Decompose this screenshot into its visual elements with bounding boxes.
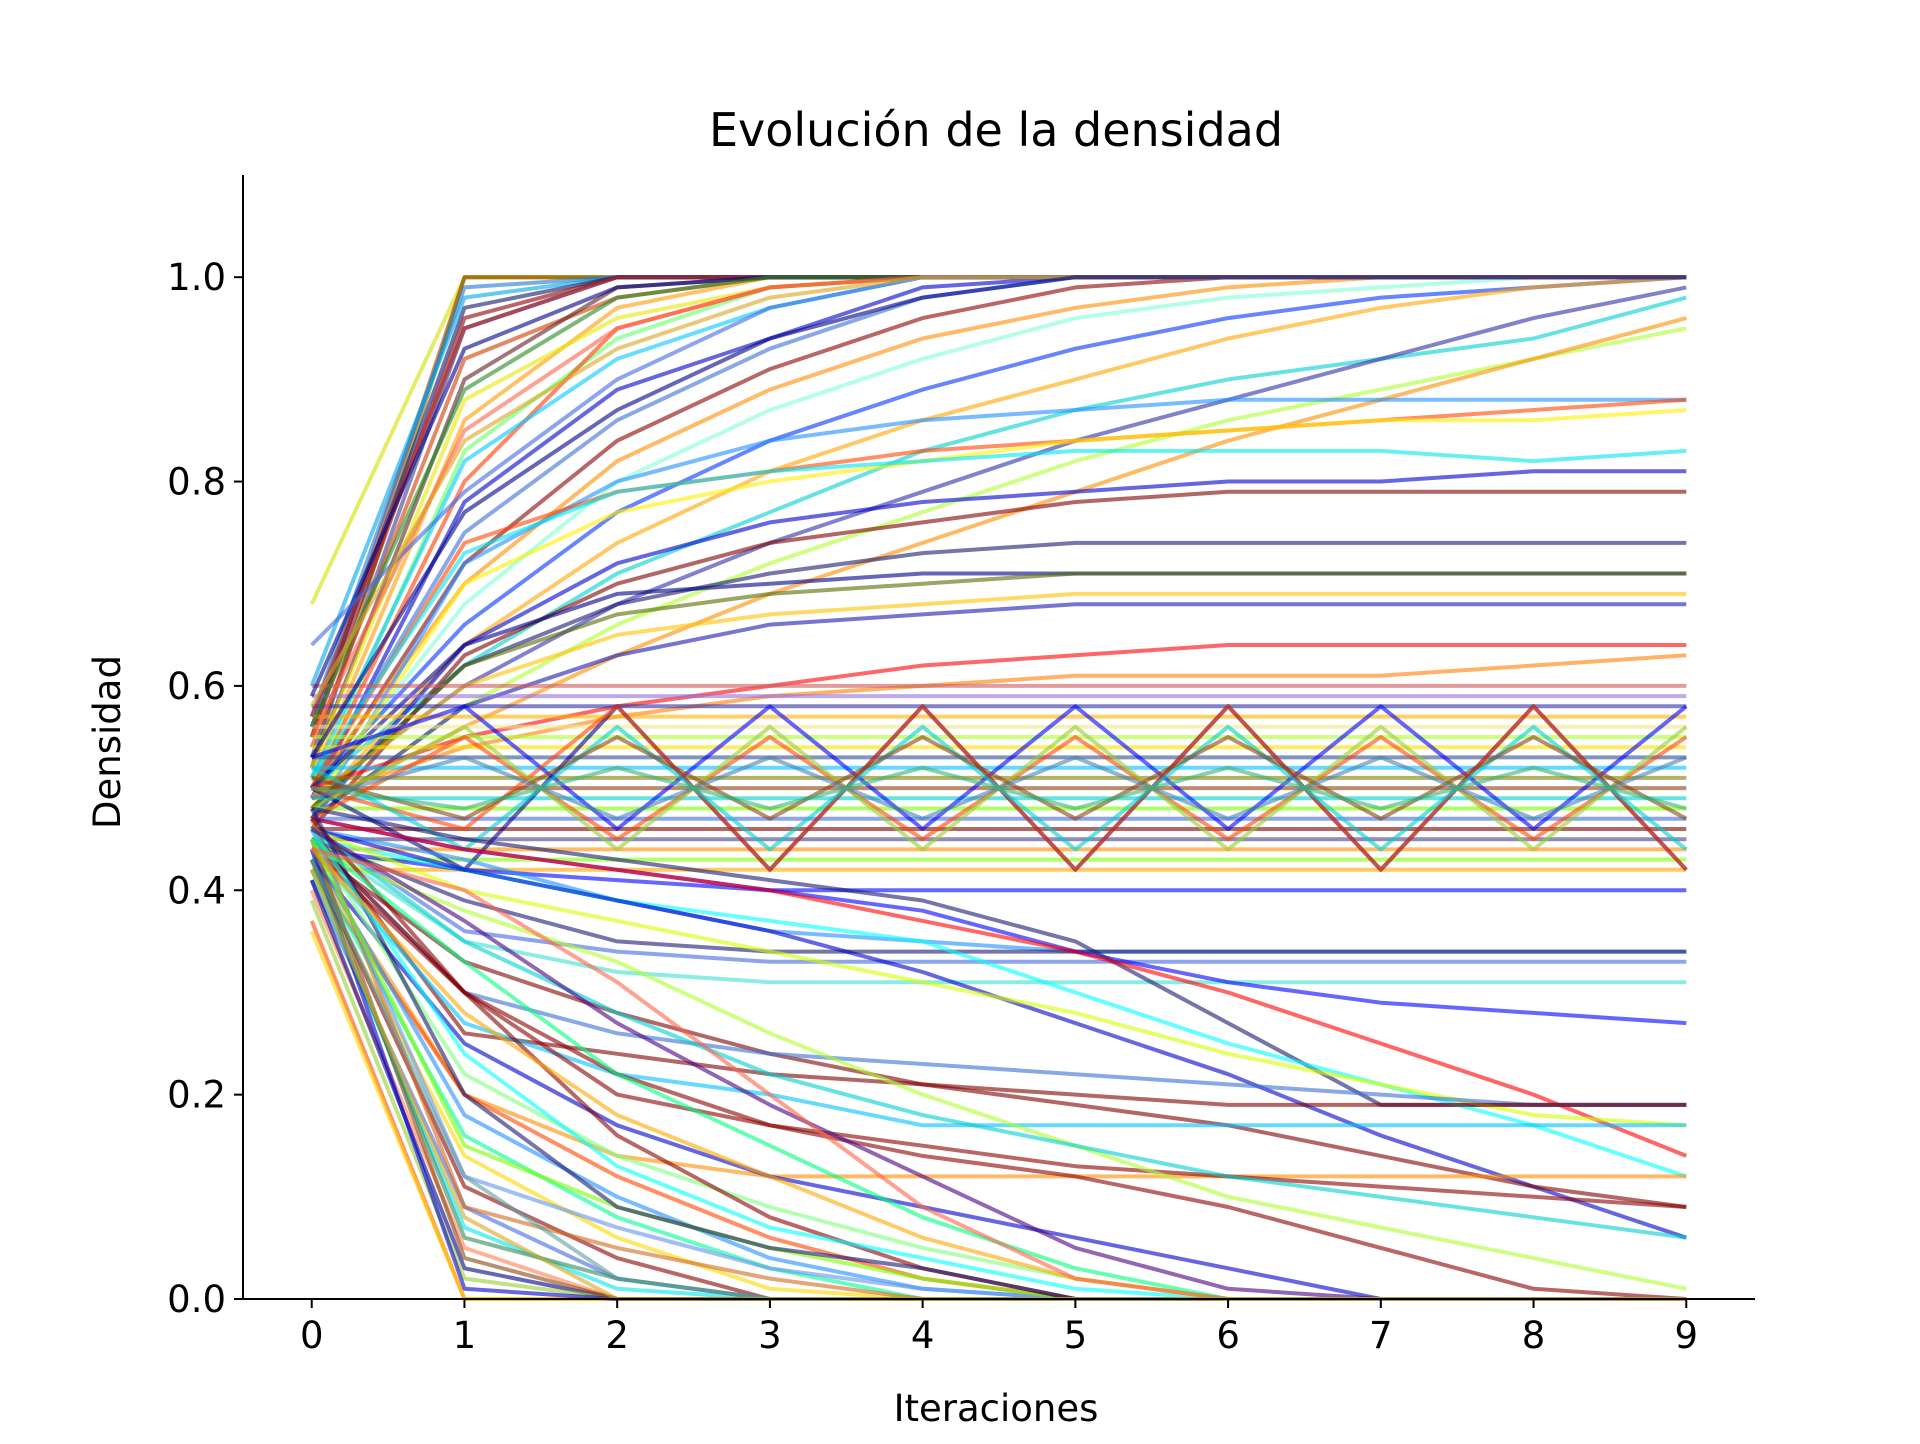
series-line-78 <box>310 847 1687 1209</box>
x-tick-label: 3 <box>758 1314 782 1357</box>
series-line-28 <box>310 408 1687 810</box>
series-line-30 <box>310 469 1687 821</box>
series-line-79 <box>310 837 1687 1107</box>
series-line-81 <box>310 848 1687 1128</box>
series-line-21 <box>310 275 1687 810</box>
y-tick-label: 0.8 <box>167 461 226 504</box>
x-tick-label: 7 <box>1369 1314 1393 1357</box>
x-tick-label: 9 <box>1674 1314 1698 1357</box>
series-line-67 <box>311 765 1687 811</box>
x-tick-label: 4 <box>911 1314 935 1357</box>
series-line-115 <box>309 868 1687 1301</box>
series-line-58 <box>311 847 1687 893</box>
x-tick-label: 5 <box>1064 1314 1088 1357</box>
x-tick-label: 6 <box>1216 1314 1240 1357</box>
x-tick-label: 1 <box>453 1314 477 1357</box>
series-line-35 <box>310 591 1687 800</box>
y-tick-label: 1.0 <box>167 256 226 299</box>
series-line-69 <box>310 837 1687 954</box>
series-line-82 <box>310 858 1687 1179</box>
x-tick-label: 0 <box>300 1314 324 1357</box>
y-axis-ticks: 0.0 0.2 0.4 0.6 0.8 1.0 <box>167 256 243 1321</box>
series-line-92 <box>309 868 1687 1301</box>
series-line-83 <box>310 837 1687 1209</box>
y-tick-label: 0.2 <box>167 1074 226 1117</box>
series-line-38 <box>311 653 1687 801</box>
y-tick-label: 0.0 <box>167 1278 226 1321</box>
series-line-25 <box>310 316 1687 811</box>
chart-title: Evolución de la densidad <box>709 103 1283 157</box>
series-line-85 <box>310 827 1687 1240</box>
series-line-37 <box>311 643 1687 790</box>
series-line-36 <box>310 602 1687 821</box>
series-line-34 <box>310 571 1687 810</box>
x-axis-label: Iteraciones <box>894 1387 1099 1430</box>
series-line-95 <box>309 869 1687 1301</box>
series-line-19 <box>310 275 1687 800</box>
series-line-20 <box>310 275 1687 790</box>
series-line-24 <box>310 326 1687 821</box>
series-line-27 <box>310 397 1687 790</box>
series-line-23 <box>310 285 1687 800</box>
x-tick-label: 8 <box>1522 1314 1546 1357</box>
series-line-86 <box>310 847 1687 1301</box>
y-axis-label: Densidad <box>86 655 129 829</box>
series-line-89 <box>310 868 1687 1301</box>
series-line-122 <box>310 275 1687 759</box>
y-tick-label: 0.6 <box>167 665 226 708</box>
series-lines <box>309 275 1688 1301</box>
series-line-74 <box>311 816 1688 1158</box>
x-axis-ticks: 0 1 2 3 4 5 6 7 8 9 <box>300 1299 1698 1357</box>
series-line-65 <box>311 735 1688 821</box>
series-line-29 <box>310 448 1687 780</box>
y-tick-label: 0.4 <box>167 869 226 912</box>
series-line-32 <box>310 540 1687 810</box>
series-line-70 <box>310 827 1687 964</box>
series-line-71 <box>310 837 1687 985</box>
x-tick-label: 2 <box>605 1314 629 1357</box>
